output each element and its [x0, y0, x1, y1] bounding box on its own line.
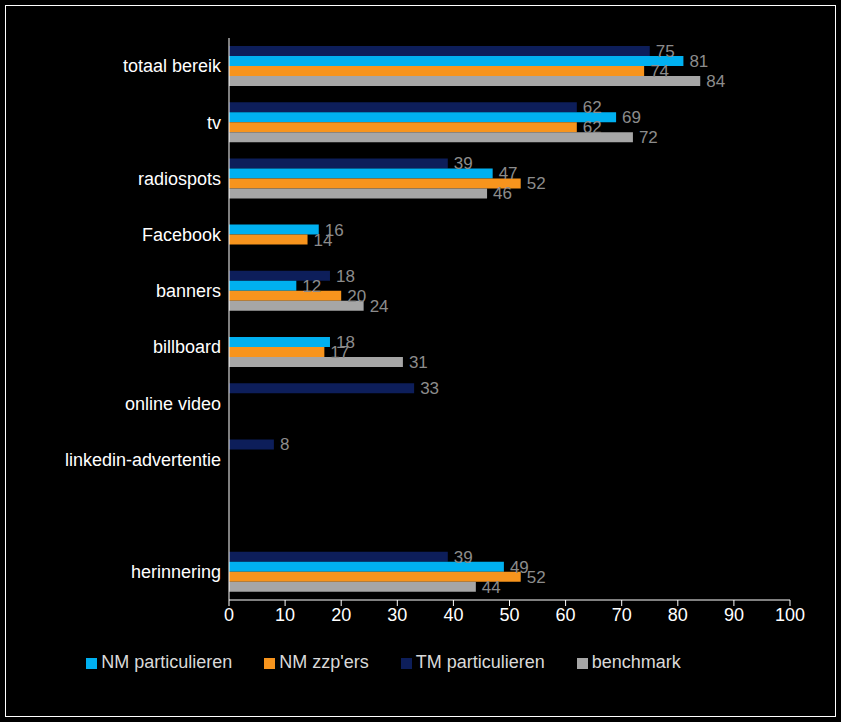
svg-text:62: 62	[583, 118, 602, 137]
svg-text:herinnering: herinnering	[131, 562, 221, 582]
svg-text:69: 69	[622, 108, 641, 127]
svg-text:20: 20	[331, 605, 351, 625]
svg-text:75: 75	[656, 42, 675, 61]
svg-text:banners: banners	[156, 281, 221, 301]
svg-text:online video: online video	[125, 394, 221, 414]
svg-text:radiospots: radiospots	[138, 169, 221, 189]
svg-text:16: 16	[324, 220, 344, 240]
svg-text:24: 24	[370, 297, 389, 316]
svg-text:46: 46	[493, 184, 512, 203]
svg-text:50: 50	[499, 605, 519, 625]
html-text:NM particulieren: NM particulieren	[101, 652, 233, 672]
svg-text:40: 40	[443, 605, 463, 625]
svg-text:52: 52	[527, 568, 546, 587]
svg-text:74: 74	[650, 62, 669, 81]
svg-text:tv: tv	[207, 113, 221, 133]
svg-text:billboard: billboard	[153, 337, 221, 357]
svg-text:totaal bereik: totaal bereik	[123, 56, 222, 76]
svg-text:10: 10	[275, 605, 295, 625]
svg-text:47: 47	[499, 164, 518, 183]
svg-text:84: 84	[706, 72, 725, 91]
svg-text:30: 30	[387, 605, 407, 625]
svg-text:70: 70	[612, 605, 632, 625]
svg-text:Facebook: Facebook	[142, 225, 222, 245]
svg-text:17: 17	[330, 343, 349, 362]
svg-text:39: 39	[454, 548, 473, 567]
svg-text:62: 62	[583, 98, 602, 117]
svg-text:90: 90	[724, 605, 744, 625]
svg-text:20: 20	[347, 287, 366, 306]
svg-text:39: 39	[454, 154, 473, 173]
svg-text:12: 12	[302, 277, 321, 296]
svg-text:8: 8	[280, 435, 289, 454]
svg-text:60: 60	[556, 605, 576, 625]
svg-text:52: 52	[527, 174, 546, 193]
svg-text:72: 72	[639, 128, 658, 147]
svg-text:49: 49	[509, 557, 529, 577]
html-text:TM particulieren: TM particulieren	[415, 652, 545, 672]
svg-text:81: 81	[689, 52, 708, 71]
svg-text:33: 33	[420, 379, 439, 398]
svg-text:14: 14	[314, 231, 333, 250]
svg-text:18: 18	[336, 267, 355, 286]
html-text:NM zzp'ers: NM zzp'ers	[279, 652, 369, 672]
svg-text:100: 100	[775, 605, 805, 625]
html-text:benchmark: benchmark	[591, 652, 681, 672]
svg-text:31: 31	[409, 353, 428, 372]
svg-text:linkedin-advertentie: linkedin-advertentie	[65, 450, 221, 470]
svg-text:44: 44	[482, 578, 501, 597]
svg-text:0: 0	[224, 605, 234, 625]
svg-text:80: 80	[668, 605, 688, 625]
